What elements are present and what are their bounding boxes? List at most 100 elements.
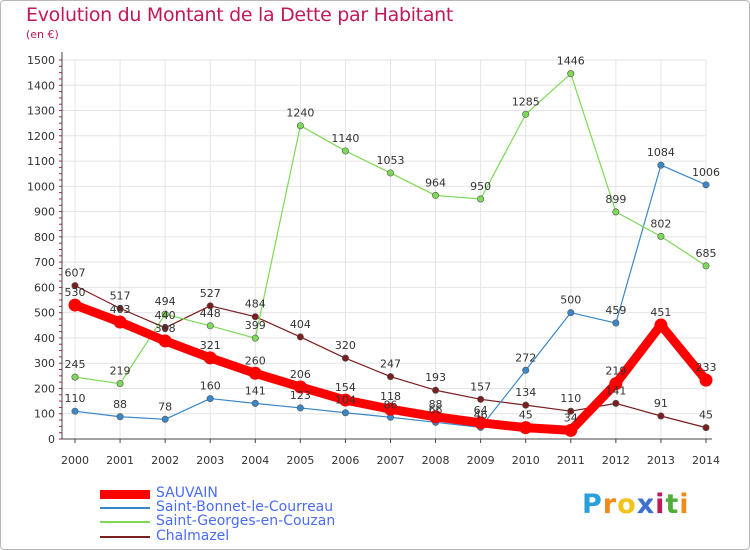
- data-label-saint-georges-en-couzan: 685: [696, 247, 717, 260]
- data-point-chalmazel: [116, 304, 124, 312]
- data-point-saint-bonnet-le-courreau: [206, 395, 214, 403]
- data-point-sauvain: [68, 298, 82, 312]
- logo-letter: t: [665, 489, 680, 520]
- y-tick-label: 1400: [27, 79, 55, 92]
- data-label-saint-georges-en-couzan: 448: [200, 307, 221, 320]
- data-label-sauvain: 206: [290, 368, 311, 381]
- data-label-saint-bonnet-le-courreau: 160: [200, 380, 221, 393]
- data-label-sauvain: 154: [335, 381, 356, 394]
- data-label-chalmazel: 404: [290, 318, 311, 331]
- data-label-saint-bonnet-le-courreau: 46: [474, 408, 488, 421]
- data-point-saint-georges-en-couzan: [522, 110, 530, 118]
- data-point-chalmazel: [206, 302, 214, 310]
- data-label-sauvain: 530: [65, 286, 86, 299]
- y-tick-label: 400: [34, 332, 55, 345]
- legend-swatch: [100, 507, 150, 509]
- x-tick-label: 2002: [151, 454, 179, 467]
- logo-letter: o: [617, 489, 637, 520]
- x-tick-label: 2014: [692, 454, 720, 467]
- x-tick-label: 2001: [106, 454, 134, 467]
- data-point-chalmazel: [657, 412, 665, 420]
- data-label-saint-georges-en-couzan: 964: [425, 176, 446, 189]
- data-label-sauvain: 451: [650, 306, 671, 319]
- x-tick-label: 2013: [647, 454, 675, 467]
- data-point-saint-bonnet-le-courreau: [567, 309, 575, 317]
- data-point-saint-georges-en-couzan: [477, 195, 485, 203]
- data-label-chalmazel: 607: [65, 267, 86, 280]
- legend-swatch: [100, 489, 150, 499]
- data-label-sauvain: 388: [155, 322, 176, 335]
- data-point-saint-bonnet-le-courreau: [657, 161, 665, 169]
- data-label-saint-georges-en-couzan: 1053: [377, 154, 405, 167]
- legend-swatch: [100, 536, 150, 538]
- data-label-chalmazel: 91: [654, 397, 668, 410]
- data-label-sauvain: 219: [605, 365, 626, 378]
- data-point-saint-georges-en-couzan: [386, 169, 394, 177]
- x-tick-label: 2008: [422, 454, 450, 467]
- logo-letter: x: [636, 489, 656, 520]
- data-point-chalmazel: [477, 395, 485, 403]
- data-point-saint-georges-en-couzan: [116, 380, 124, 388]
- legend-label: Chalmazel: [156, 528, 230, 544]
- x-tick-label: 2009: [467, 454, 495, 467]
- data-label-saint-georges-en-couzan: 802: [650, 217, 671, 230]
- y-tick-label: 100: [34, 408, 55, 421]
- data-label-chalmazel: 320: [335, 339, 356, 352]
- logo-letter: i: [679, 489, 690, 520]
- data-point-sauvain: [609, 377, 623, 391]
- data-point-saint-georges-en-couzan: [612, 208, 620, 216]
- data-label-sauvain: 118: [380, 390, 401, 403]
- y-tick-label: 0: [48, 433, 55, 446]
- data-label-sauvain: 45: [519, 409, 533, 422]
- data-label-chalmazel: 134: [515, 386, 536, 399]
- y-tick-label: 200: [34, 382, 55, 395]
- series-layer: [68, 70, 713, 437]
- data-label-chalmazel: 440: [155, 309, 176, 322]
- data-point-chalmazel: [432, 386, 440, 394]
- data-point-saint-bonnet-le-courreau: [341, 409, 349, 417]
- data-label-saint-georges-en-couzan: 950: [470, 180, 491, 193]
- data-point-sauvain: [293, 380, 307, 394]
- data-label-chalmazel: 157: [470, 380, 491, 393]
- x-tick-label: 2007: [377, 454, 405, 467]
- data-point-sauvain: [429, 410, 443, 424]
- data-point-chalmazel: [251, 313, 259, 321]
- data-label-saint-georges-en-couzan: 1140: [331, 132, 359, 145]
- data-point-saint-georges-en-couzan: [296, 122, 304, 130]
- y-tick-label: 900: [34, 206, 55, 219]
- data-point-sauvain: [113, 315, 127, 329]
- data-label-chalmazel: 193: [425, 371, 446, 384]
- data-point-saint-bonnet-le-courreau: [251, 399, 259, 407]
- data-point-saint-bonnet-le-courreau: [71, 407, 79, 415]
- data-label-sauvain: 34: [564, 411, 578, 424]
- data-label-sauvain: 321: [200, 339, 221, 352]
- legend-label: SAUVAIN: [156, 485, 218, 501]
- data-label-saint-georges-en-couzan: 494: [155, 295, 176, 308]
- data-label-saint-bonnet-le-courreau: 272: [515, 351, 536, 364]
- data-point-sauvain: [158, 334, 172, 348]
- data-label-saint-georges-en-couzan: 1446: [557, 55, 585, 68]
- data-point-saint-bonnet-le-courreau: [612, 319, 620, 327]
- data-point-sauvain: [248, 366, 262, 380]
- legend-swatch: [100, 521, 150, 523]
- data-point-saint-georges-en-couzan: [657, 232, 665, 240]
- data-point-saint-georges-en-couzan: [71, 373, 79, 381]
- data-point-saint-georges-en-couzan: [251, 334, 259, 342]
- data-point-chalmazel: [341, 354, 349, 362]
- data-label-chalmazel: 484: [245, 298, 266, 311]
- x-tick-label: 2004: [241, 454, 269, 467]
- data-label-saint-georges-en-couzan: 899: [605, 193, 626, 206]
- x-tick-label: 2006: [331, 454, 359, 467]
- legend-label: Saint-Georges-en-Couzan: [156, 513, 336, 529]
- data-point-sauvain: [519, 421, 533, 435]
- data-label-saint-georges-en-couzan: 1240: [286, 107, 314, 120]
- data-point-chalmazel: [522, 401, 530, 409]
- data-label-chalmazel: 517: [110, 289, 131, 302]
- data-label-chalmazel: 247: [380, 358, 401, 371]
- x-tick-label: 2005: [286, 454, 314, 467]
- y-tick-label: 800: [34, 231, 55, 244]
- proxiti-logo: Proxiti: [582, 489, 690, 520]
- x-tick-label: 2003: [196, 454, 224, 467]
